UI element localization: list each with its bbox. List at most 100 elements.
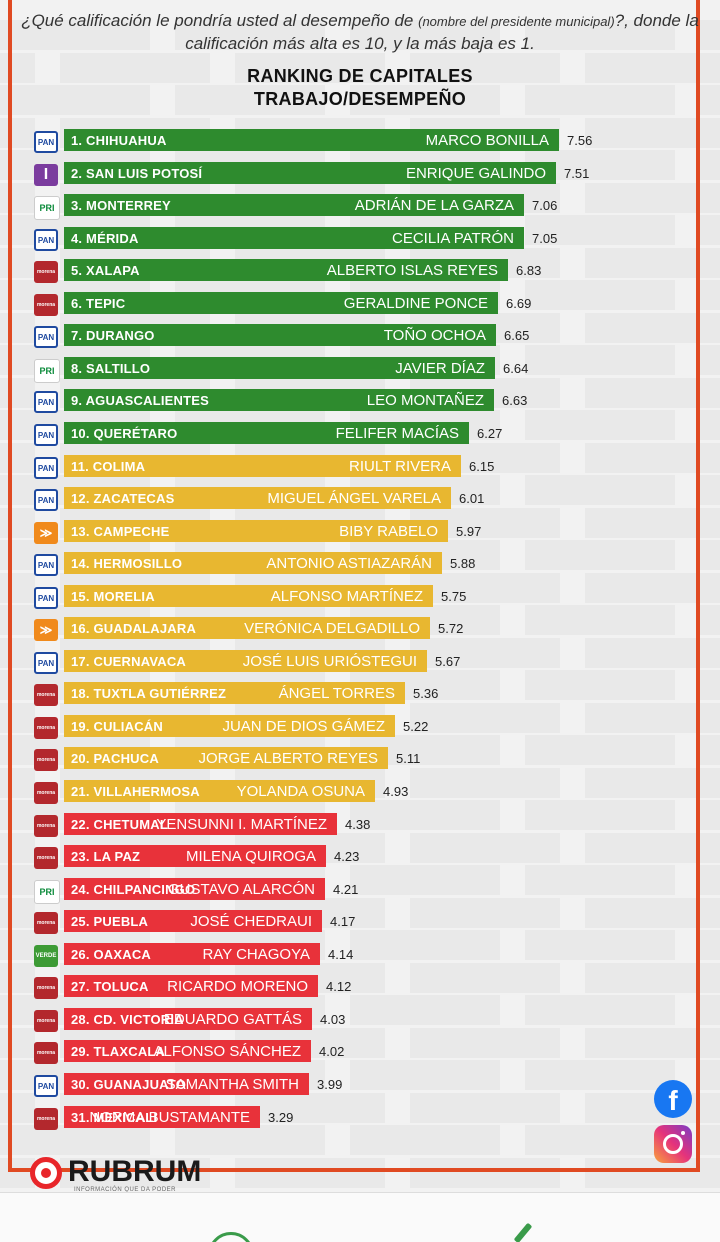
rating-bar [64, 845, 326, 867]
background-cell [410, 1027, 560, 1058]
rating-bar [64, 617, 430, 639]
background-cell [0, 1092, 35, 1123]
background-cell [525, 475, 675, 505]
ranking-row: morena 19. CULIACÁN JUAN DE DIOS GÁMEZ 5.22 [0, 714, 720, 740]
background-cell [0, 1157, 35, 1188]
background-cell [410, 1092, 560, 1123]
ranking-row: PAN 11. COLIMA RIULT RIVERA 6.15 [0, 454, 720, 480]
rating-value: 5.22 [403, 719, 429, 734]
background-cell [410, 962, 560, 993]
mayor-name: JUAN DE DIOS GÁMEZ [222, 718, 385, 735]
frame-left-border [8, 0, 12, 1172]
background-cell [410, 897, 560, 928]
city-label: 4. MÉRIDA [71, 231, 139, 246]
background-cell [0, 442, 35, 473]
mayor-name: TOÑO OCHOA [383, 327, 486, 344]
frame-bottom-border [8, 1168, 700, 1172]
background-cell [235, 1157, 385, 1188]
background-cell [700, 215, 720, 245]
background-cell [525, 1060, 675, 1090]
background-cell [700, 865, 720, 895]
city-label: 26. OAXACA [71, 947, 152, 962]
background-cell [700, 20, 720, 50]
mayor-name: NORMA BUSTAMANTE [89, 1109, 250, 1126]
background-cell [525, 1125, 675, 1155]
rating-bar [64, 129, 559, 151]
background-cell [60, 1157, 210, 1188]
rating-value: 4.93 [383, 784, 409, 799]
mayor-name: ADRIÁN DE LA GARZA [354, 197, 514, 214]
ranking-row: PRI 24. CHILPANCINGO GUSTAVO ALARCÓN 4.21 [0, 877, 720, 904]
city-label: 14. HERMOSILLO [71, 556, 183, 571]
background-cell [0, 85, 150, 115]
background-cell [525, 670, 675, 700]
party-logo-morena-icon: morena [34, 847, 58, 869]
city-label: 11. COLIMA [71, 459, 146, 474]
party-logo-pan-icon: PAN [34, 1075, 58, 1097]
rating-value: 6.27 [477, 426, 503, 441]
rating-bar [64, 357, 495, 379]
background-cell [700, 1060, 720, 1090]
background-cell [0, 832, 35, 863]
rating-bar [64, 259, 508, 281]
background-cell [700, 605, 720, 635]
ranking-row: PAN 4. MÉRIDA CECILIA PATRÓN 7.05 [0, 226, 720, 252]
city-label: 30. GUANAJUATO [71, 1077, 187, 1092]
ranking-row: PAN 15. MORELIA ALFONSO MARTÍNEZ 5.75 [0, 584, 720, 610]
background-cell [0, 702, 35, 733]
party-logo-pri-icon: PRI [34, 359, 60, 383]
background-cell [525, 995, 675, 1025]
party-logo-ind-icon: I [34, 164, 58, 186]
background-cell [350, 995, 500, 1025]
city-label: 27. TOLUCA [71, 979, 149, 994]
background-cell [0, 377, 35, 408]
background-cell [410, 702, 560, 733]
background-cell [0, 312, 35, 343]
rating-bar [64, 194, 524, 216]
rating-bar [64, 813, 337, 835]
background-cell [0, 767, 35, 798]
brand-name: RUBRUM [68, 1155, 202, 1188]
party-logo-morena-icon: morena [34, 1042, 58, 1064]
city-label: 13. CAMPECHE [71, 524, 170, 539]
ranking-row: morena 28. CD. VICTORIA EDUARDO GATTÁS 4.03 [0, 1007, 720, 1033]
brand-target-icon [30, 1157, 62, 1189]
brand-logo: RUBRUM INFORMACIÓN QUE DA PODER [30, 1155, 230, 1195]
rating-value: 7.06 [532, 198, 558, 213]
rating-value: 4.23 [334, 849, 360, 864]
background-cell [410, 572, 560, 603]
background-cell [235, 52, 385, 83]
city-label: 15. MORELIA [71, 589, 155, 604]
background-cell [350, 1060, 500, 1090]
party-logo-morena-icon: morena [34, 717, 58, 739]
question-note: (nombre del presidente municipal) [418, 14, 615, 29]
ranking-row: morena 20. PACHUCA JORGE ALBERTO REYES 5.11 [0, 746, 720, 772]
background-cell [525, 280, 675, 310]
rating-bar [64, 552, 442, 574]
party-logo-pan-icon: PAN [34, 489, 58, 511]
city-label: 25. PUEBLA [71, 914, 149, 929]
city-label: 7. DURANGO [71, 328, 155, 343]
background-cell [525, 540, 675, 570]
background-cell [700, 670, 720, 700]
rating-bar [64, 715, 395, 737]
background-cell [525, 800, 675, 830]
city-label: 31. MEXICALI [71, 1110, 158, 1125]
party-logo-mc-icon: ≫ [34, 619, 58, 641]
ranking-row: PAN 1. CHIHUAHUA MARCO BONILLA 7.56 [0, 128, 720, 154]
rating-bar [64, 878, 325, 900]
background-cell [0, 1027, 35, 1058]
rating-value: 4.17 [330, 914, 356, 929]
ranking-row: PRI 8. SALTILLO JAVIER DÍAZ 6.64 [0, 356, 720, 383]
city-label: 23. LA PAZ [71, 849, 141, 864]
facebook-icon[interactable]: f [654, 1080, 692, 1118]
background-cell [700, 150, 720, 180]
ranking-row: PAN 17. CUERNAVACA JOSÉ LUIS URIÓSTEGUI 5.6… [0, 649, 720, 675]
background-cell [175, 1125, 325, 1155]
instagram-icon[interactable] [654, 1125, 692, 1163]
rating-bar [64, 1073, 309, 1095]
city-label: 28. CD. VICTORIA [71, 1012, 184, 1027]
rating-bar [64, 227, 524, 249]
party-logo-pan-icon: PAN [34, 229, 58, 251]
city-label: 19. CULIACÁN [71, 719, 163, 734]
